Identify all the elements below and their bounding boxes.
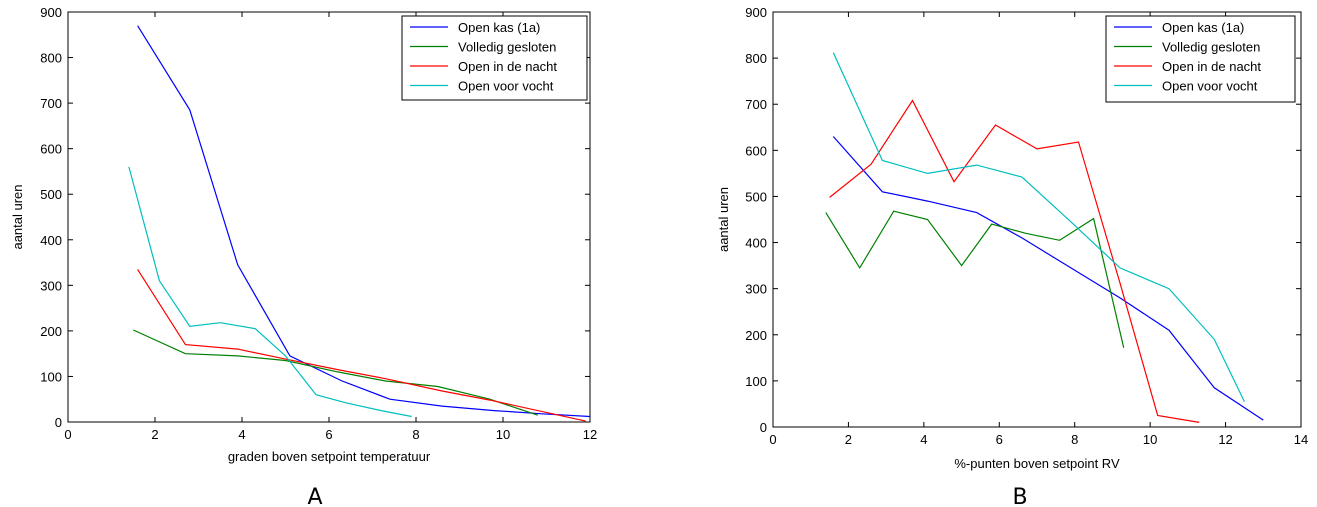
chart1-series-line-1 [137, 25, 591, 418]
chart1-y-tick-label-7: 700 [40, 96, 62, 111]
chart2-y-tick-label-8: 800 [745, 51, 767, 66]
chart1-series-line-4 [128, 166, 412, 418]
chart2-y-tick-label-6: 600 [745, 143, 767, 158]
chart2-x-tick-label-3: 6 [996, 432, 1003, 447]
chart1-series-line-3 [137, 269, 586, 422]
chart1-panel-label: A [307, 485, 322, 507]
chart2-series-line-2 [825, 210, 1125, 348]
chart1-legend-label-3: Open in de nacht [458, 59, 557, 74]
chart2-y-tick-label-3: 300 [745, 282, 767, 297]
chart2-legend-label-3: Open in de nacht [1162, 59, 1261, 74]
chart2-legend-label-1: Open kas (1a) [1162, 20, 1244, 35]
chart1-legend-label-1: Open kas (1a) [458, 20, 540, 35]
chart2-y-tick-label-5: 500 [745, 189, 767, 204]
chart1-x-tick-label-3: 6 [325, 427, 332, 442]
chart2-y-tick-label-7: 700 [745, 97, 767, 112]
chart1-y-tick-label-5: 500 [40, 187, 62, 202]
chart1-y-axis-label: aantal uren [10, 184, 25, 249]
chart1-y-tick-label-3: 300 [40, 278, 62, 293]
chart1-y-tick-label-6: 600 [40, 142, 62, 157]
chart1-y-tick-label-8: 800 [40, 51, 62, 66]
chart2-legend-label-4: Open voor vocht [1162, 79, 1258, 94]
chart2-series-line-4 [832, 52, 1245, 402]
chart1-x-tick-label-1: 2 [151, 427, 158, 442]
chart2-series-line-1 [832, 136, 1264, 421]
chart2-x-tick-label-4: 8 [1071, 432, 1078, 447]
chart2-y-tick-label-1: 100 [745, 374, 767, 389]
chart1-x-tick-label-2: 4 [238, 427, 245, 442]
chart1-x-tick-label-5: 10 [496, 427, 510, 442]
chart2-x-tick-label-1: 2 [845, 432, 852, 447]
chart2-x-tick-label-5: 10 [1143, 432, 1157, 447]
chart1-y-tick-label-0: 0 [55, 415, 62, 430]
chart2-y-tick-label-4: 400 [745, 236, 767, 251]
chart2-x-tick-label-2: 4 [920, 432, 927, 447]
chart2-panel-label: B [1012, 485, 1027, 507]
chart2-x-tick-label-6: 12 [1218, 432, 1232, 447]
chart1-y-tick-label-9: 900 [40, 5, 62, 20]
chart1-x-tick-label-6: 12 [583, 427, 597, 442]
chart2-legend-label-2: Volledig gesloten [1162, 40, 1260, 55]
chart2-x-axis-label: %-punten boven setpoint RV [954, 456, 1120, 471]
chart1-x-tick-label-0: 0 [64, 427, 71, 442]
chart1-y-tick-label-2: 200 [40, 324, 62, 339]
chart2-x-tick-label-7: 14 [1294, 432, 1308, 447]
chart1-y-tick-label-4: 400 [40, 233, 62, 248]
chart2-y-tick-label-2: 200 [745, 328, 767, 343]
chart2-y-tick-label-0: 0 [760, 420, 767, 435]
chart1-legend-label-4: Open voor vocht [458, 79, 554, 94]
chart2-y-axis-label: aantal uren [716, 187, 731, 252]
chart1-legend-label-2: Volledig gesloten [458, 40, 556, 55]
chart2-legend [1105, 15, 1296, 103]
chart2-series-line-3 [829, 99, 1200, 423]
chart2-x-tick-label-0: 0 [769, 432, 776, 447]
chart1-x-axis-label: graden boven setpoint temperatuur [228, 449, 431, 464]
chart1-series-line-2 [133, 329, 538, 416]
chart1-y-tick-label-1: 100 [40, 369, 62, 384]
chart2-y-tick-label-9: 900 [745, 5, 767, 20]
chart1-x-tick-label-4: 8 [412, 427, 419, 442]
